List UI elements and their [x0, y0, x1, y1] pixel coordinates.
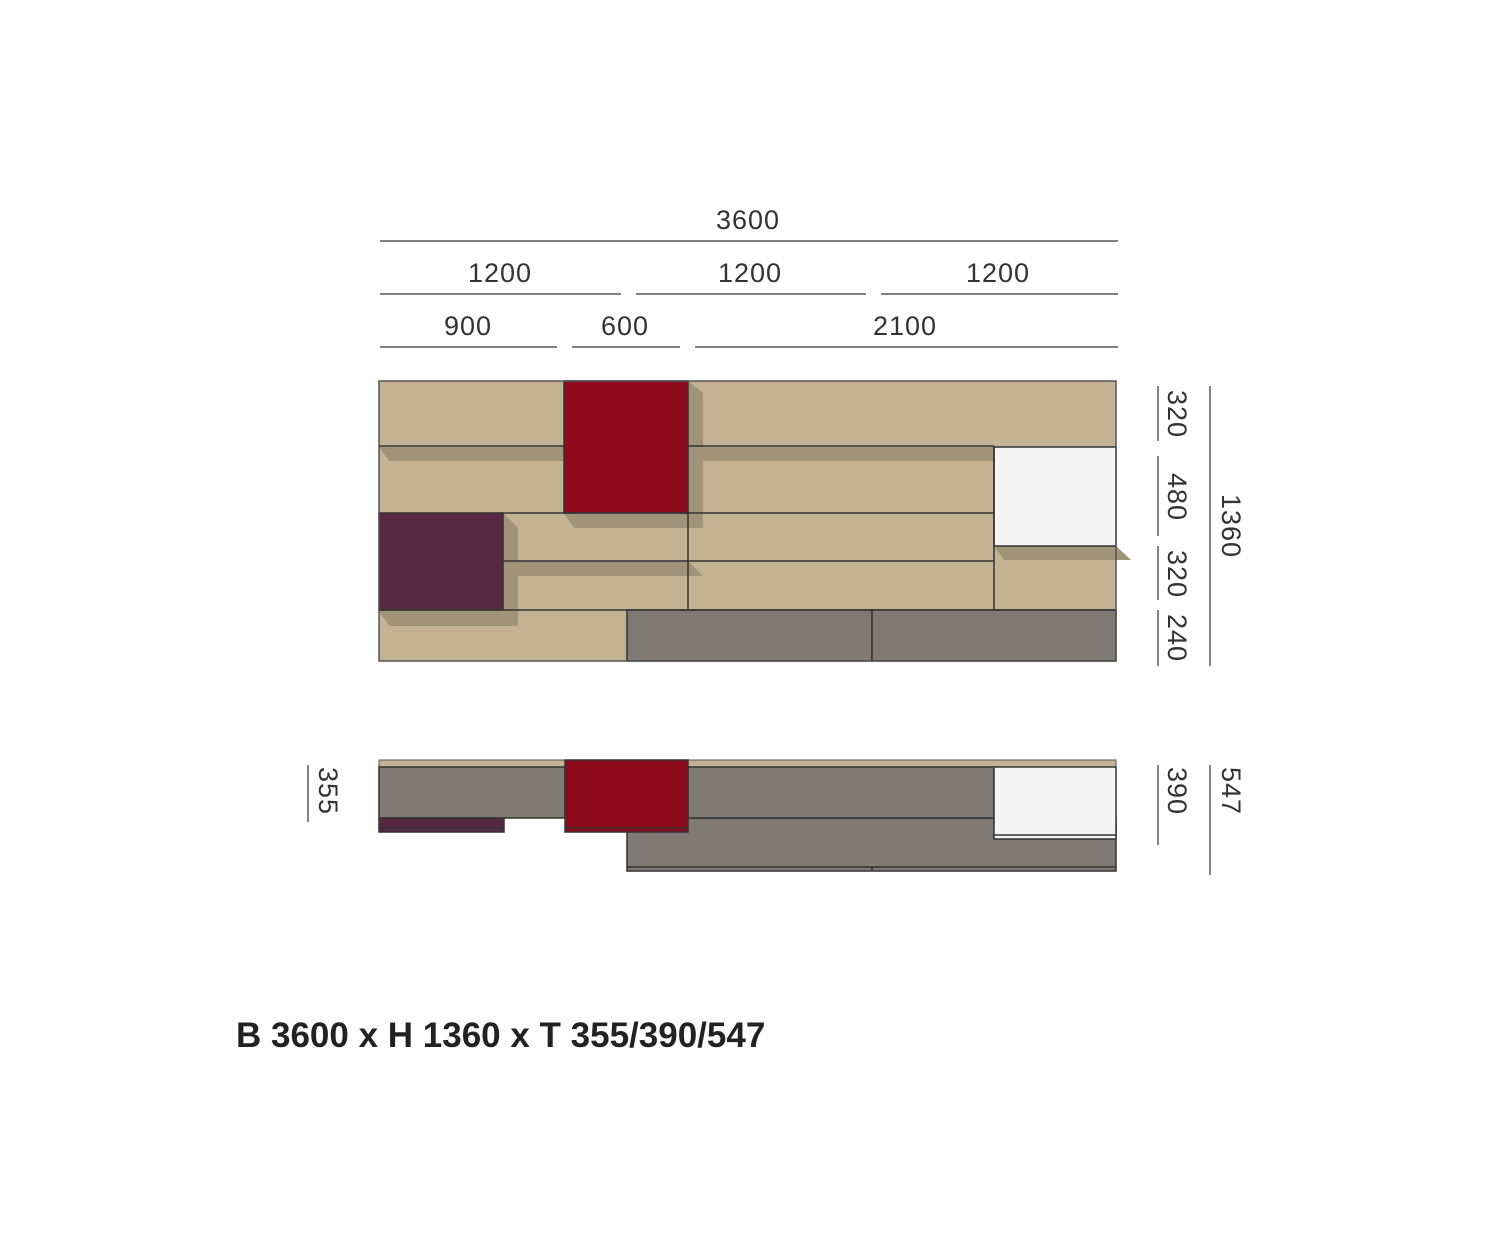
shelf-shadow	[379, 447, 564, 461]
height-dimensions: 320 480 320 240 1360	[1157, 386, 1246, 666]
shelf-shadow	[503, 561, 703, 576]
shelf-shadow	[564, 513, 703, 528]
front-outline	[378, 380, 1117, 662]
shelf-shadow	[503, 513, 518, 625]
red-front	[563, 380, 689, 514]
red-depth	[564, 759, 689, 833]
aubergine-depth	[378, 817, 505, 833]
module-width-label: 600	[601, 311, 649, 341]
depth-total-label: 547	[1216, 767, 1246, 815]
grey-depth	[687, 766, 995, 819]
width-dimensions: 3600 1200 1200 1200 900 600 2100	[380, 205, 1118, 348]
front-view	[378, 380, 1131, 662]
depth-mid-label: 390	[1162, 767, 1192, 815]
depth-dimensions: 355 390 547	[307, 765, 1246, 875]
row-height-label: 320	[1162, 390, 1192, 438]
shelf-shadow	[688, 381, 703, 528]
grey-front	[871, 609, 1117, 662]
module-width-label: 900	[444, 311, 492, 341]
section-width-label: 1200	[966, 258, 1030, 288]
row-height-label: 240	[1162, 614, 1192, 662]
aubergine-front	[378, 512, 504, 611]
white-depth	[993, 766, 1117, 840]
top-oak-strip	[378, 759, 1117, 768]
shelf-shadow	[379, 611, 518, 626]
top-view	[378, 759, 1117, 872]
dimensions-caption: B 3600 x H 1360 x T 355/390/547	[236, 1016, 766, 1055]
row-height-label: 480	[1162, 473, 1192, 521]
section-width-label: 1200	[468, 258, 532, 288]
shelf-shadow	[994, 546, 1131, 560]
depth-left-label: 355	[313, 767, 343, 815]
section-width-label: 1200	[718, 258, 782, 288]
white-front	[993, 446, 1117, 547]
grey-front	[626, 609, 873, 662]
total-height-label: 1360	[1216, 494, 1246, 558]
total-width-label: 3600	[716, 205, 780, 235]
module-width-label: 2100	[873, 311, 937, 341]
grey-depth	[378, 766, 566, 819]
shelf-shadow	[688, 447, 994, 461]
panel-edges	[379, 445, 1116, 611]
row-height-label: 320	[1162, 550, 1192, 598]
